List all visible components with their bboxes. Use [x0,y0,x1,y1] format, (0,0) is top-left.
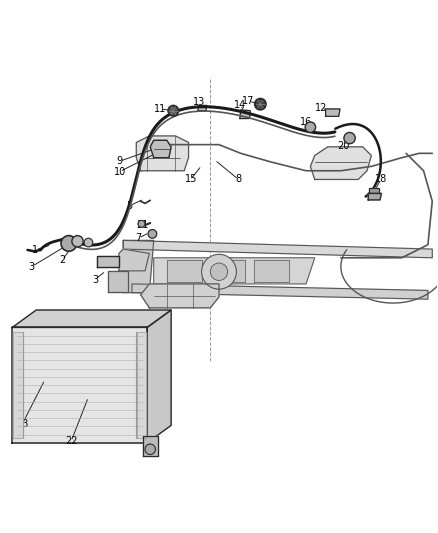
Circle shape [84,238,93,247]
Polygon shape [141,284,219,308]
Text: 8: 8 [236,174,242,184]
Polygon shape [154,258,315,284]
Circle shape [344,133,355,144]
Text: 21: 21 [137,220,149,230]
Polygon shape [150,140,171,158]
Polygon shape [119,249,149,271]
Text: 15: 15 [184,174,197,184]
Polygon shape [12,327,147,443]
Polygon shape [198,106,207,111]
Text: 9: 9 [117,156,123,166]
Text: 20: 20 [337,141,349,150]
Circle shape [254,99,266,110]
Polygon shape [132,284,428,299]
Text: 3: 3 [92,274,98,285]
Polygon shape [368,193,381,200]
Text: 23: 23 [16,419,28,429]
Circle shape [210,263,228,280]
Polygon shape [254,260,289,282]
Polygon shape [143,436,158,456]
Circle shape [305,122,316,133]
Polygon shape [136,136,188,171]
Polygon shape [311,147,371,180]
Polygon shape [108,271,127,292]
Text: 2: 2 [59,255,65,265]
Polygon shape [240,110,251,118]
Text: 17: 17 [242,96,255,106]
Text: 7: 7 [135,233,141,243]
Polygon shape [12,310,171,327]
Polygon shape [97,256,119,266]
Text: 13: 13 [193,97,205,107]
Circle shape [148,230,157,238]
Polygon shape [137,332,146,439]
Polygon shape [147,310,171,443]
Polygon shape [210,260,245,282]
Polygon shape [167,260,201,282]
Polygon shape [13,332,23,439]
Polygon shape [325,109,340,116]
Circle shape [145,444,155,455]
Polygon shape [123,240,432,258]
Polygon shape [123,240,154,293]
Circle shape [168,106,179,116]
Text: 5: 5 [127,200,133,211]
Text: 22: 22 [65,437,77,447]
Circle shape [138,220,145,228]
Text: 18: 18 [375,174,387,184]
Circle shape [72,236,83,247]
Text: 3: 3 [29,262,35,271]
Text: 11: 11 [154,104,166,114]
Text: 1: 1 [32,245,39,255]
Circle shape [201,254,237,289]
Polygon shape [369,188,379,193]
Text: 12: 12 [315,103,328,112]
Text: 10: 10 [113,167,126,176]
Text: 14: 14 [234,100,246,110]
Text: 16: 16 [300,117,312,127]
Circle shape [61,236,77,251]
